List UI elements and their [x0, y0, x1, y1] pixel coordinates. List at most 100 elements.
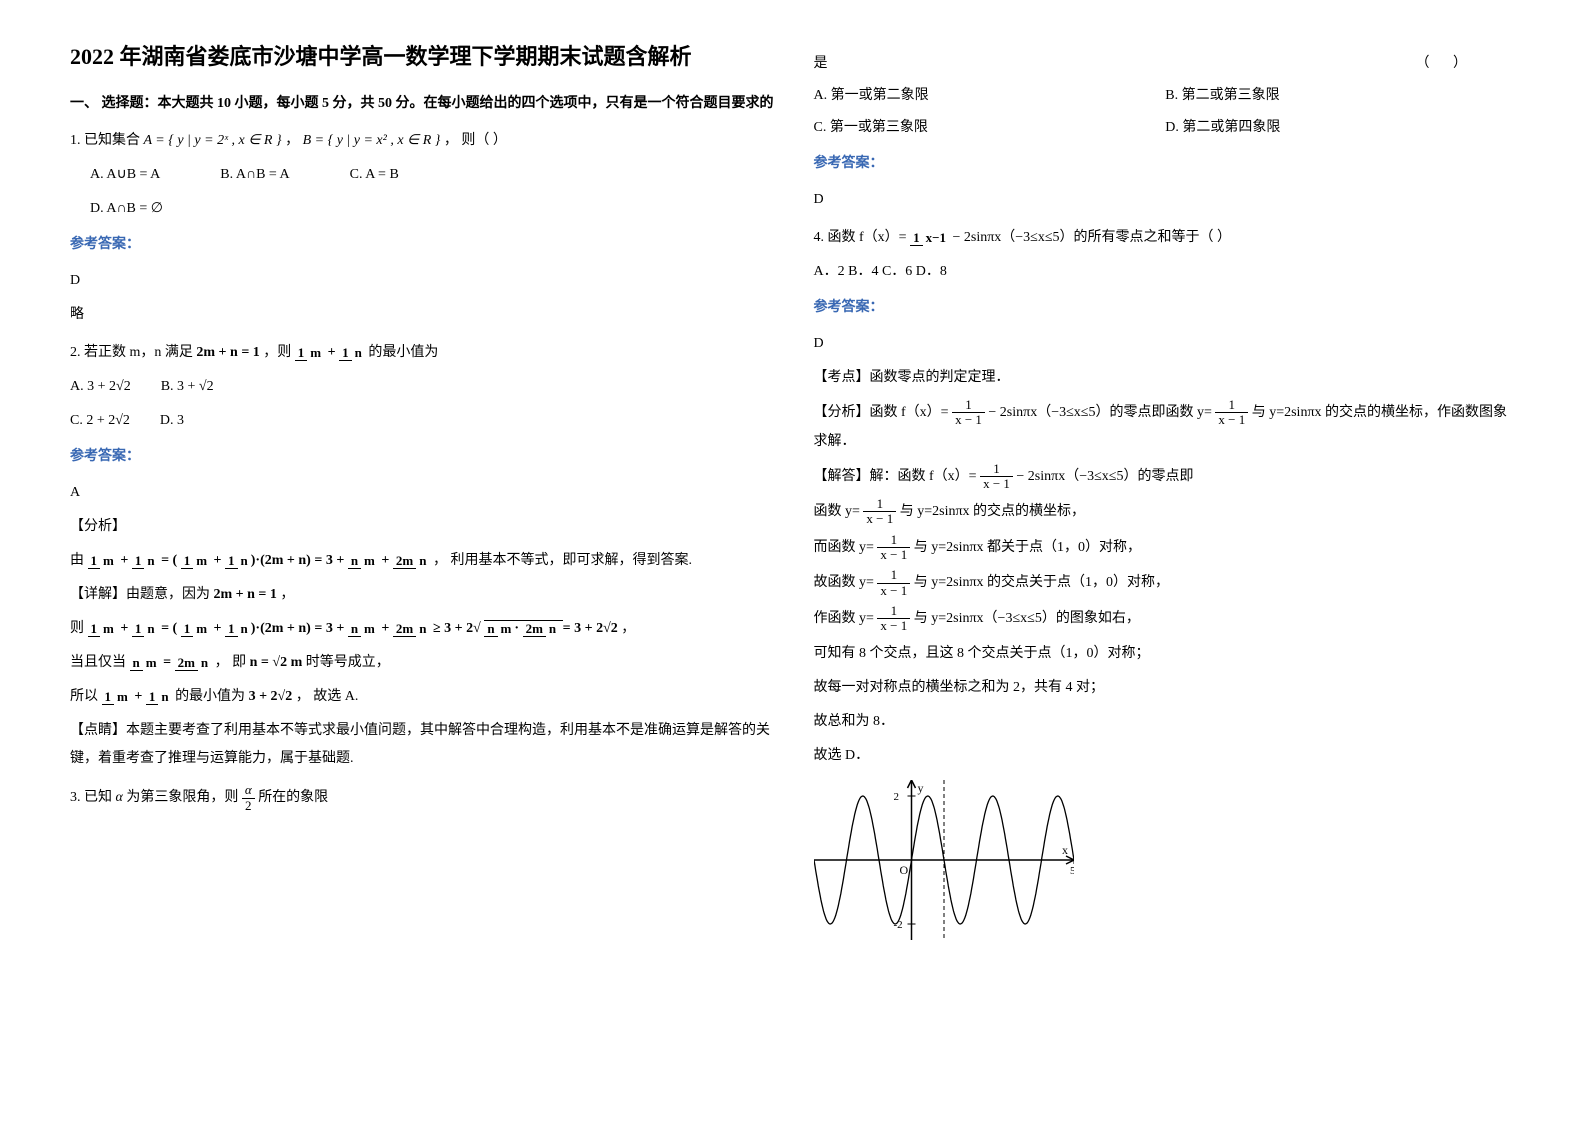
q3-alpha: α — [116, 790, 123, 805]
q4-l1a: 函数 y= — [814, 504, 860, 519]
frac-icon: 2mn — [393, 622, 430, 636]
q4-l4: 作函数 y= 1x − 1 与 y=2sinπx（−3≤x≤5）的图象如右， — [814, 604, 1518, 634]
q1-comma: ， — [285, 133, 303, 148]
q1-optA: A. A∪B = A — [90, 161, 160, 189]
frac-icon: 1n — [132, 622, 158, 636]
frac-icon: 1n — [132, 554, 158, 568]
q2-line4: 所以 1m + 1n 的最小值为 3 + 2√2 ， 故选 A. — [70, 683, 774, 711]
frac-icon: 1m — [181, 554, 210, 568]
q3-mid: 为第三象限角，则 — [126, 790, 238, 805]
frac-icon: 1n — [225, 554, 251, 568]
q1-optC: C. A = B — [350, 161, 399, 189]
q3-suffix: 所在的象限 — [258, 790, 328, 805]
frac-icon: 1x − 1 — [980, 462, 1013, 492]
q4-prefix: 4. 函数 f（x）= — [814, 230, 907, 245]
q4-l3b: 与 y=2sinπx 的交点关于点（1，0）对称， — [914, 575, 1169, 590]
q2-cond: 2m + n = 1 — [196, 345, 259, 360]
q2-l3-prefix: 当且仅当 — [70, 655, 126, 670]
q4-answer-label: 参考答案： — [814, 294, 1518, 322]
q1-optD: D. A∩B = ∅ — [90, 195, 163, 223]
frac-icon: 2mn — [175, 656, 212, 670]
frac-icon: 2mn — [523, 622, 560, 636]
q2-optB: B. 3 + √2 — [161, 373, 214, 401]
q3-optB: B. 第二或第三象限 — [1165, 82, 1517, 110]
question-1: 1. 已知集合 A = { y | y = 2ˣ , x ∈ R } ， B =… — [70, 127, 774, 329]
q2-l1-suffix: ， 利用基本不等式，即可求解，得到答案. — [433, 553, 692, 568]
q2-detail-comma: ， — [280, 587, 294, 602]
q2-stem-prefix: 2. 若正数 m，n 满足 — [70, 345, 193, 360]
q3-answer-label: 参考答案： — [814, 150, 1518, 178]
q2-l4-mid: 的最小值为 — [175, 689, 245, 704]
frac-icon: nm — [348, 554, 378, 568]
q4-an-prefix: 【分析】函数 f（x）= — [814, 405, 949, 420]
svg-text:O: O — [899, 863, 908, 877]
q2-line3: 当且仅当 nm = 2mn ， 即 n = √2 m 时等号成立， — [70, 649, 774, 677]
frac-icon: 1x − 1 — [877, 604, 910, 634]
q4-l4a: 作函数 y= — [814, 611, 874, 626]
q1-extra: 略 — [70, 301, 774, 329]
q4-l1: 函数 y= 1x − 1 与 y=2sinπx 的交点的横坐标， — [814, 497, 1518, 527]
frac-icon: 1x − 1 — [877, 568, 910, 598]
q1-setA: A = { y | y = 2ˣ , x ∈ R } — [144, 133, 282, 148]
q2-options-row2: C. 2 + 2√2 D. 3 — [70, 407, 774, 435]
q1-options-row1: A. A∪B = A B. A∩B = A C. A = B — [70, 161, 774, 189]
svg-text:x: x — [1062, 843, 1068, 857]
q3-optA: A. 第一或第二象限 — [814, 82, 1166, 110]
doc-title: 2022 年湖南省娄底市沙塘中学高一数学理下学期期末试题含解析 — [70, 40, 774, 73]
q2-stem-suffix: 的最小值为 — [368, 345, 438, 360]
q1-stem: 1. 已知集合 A = { y | y = 2ˣ , x ∈ R } ， B =… — [70, 127, 774, 155]
left-column: 2022 年湖南省娄底市沙塘中学高一数学理下学期期末试题含解析 一、 选择题：本… — [50, 40, 794, 1082]
frac-icon: 1n — [146, 690, 172, 704]
q4-an: 【分析】函数 f（x）= 1x − 1 − 2sinπx（−3≤x≤5）的零点即… — [814, 398, 1518, 456]
graph-svg: xy2-25O — [814, 780, 1074, 940]
q4-l2: 而函数 y= 1x − 1 与 y=2sinπx 都关于点（1，0）对称， — [814, 533, 1518, 563]
frac-icon: 1x − 1 — [952, 398, 985, 428]
q2-frac-1n: 1n — [339, 346, 365, 360]
frac-icon: nm — [130, 656, 160, 670]
q2-answer-label: 参考答案： — [70, 443, 774, 471]
q3-continued: 是 — [814, 50, 1146, 78]
q3-optC: C. 第一或第三象限 — [814, 114, 1166, 142]
q2-l3-mid: ， 即 — [215, 655, 247, 670]
q2-l1-prefix: 由 — [70, 553, 84, 568]
frac-icon: 1m — [181, 622, 210, 636]
q1-setB: B = { y | y = x² , x ∈ R } — [303, 133, 441, 148]
q4-l3: 故函数 y= 1x − 1 与 y=2sinπx 的交点关于点（1，0）对称， — [814, 568, 1518, 598]
q4-l2b: 与 y=2sinπx 都关于点（1，0）对称， — [914, 540, 1141, 555]
q4-l4b: 与 y=2sinπx（−3≤x≤5）的图象如右， — [914, 611, 1140, 626]
q2-line1: 由 1m + 1n = ( 1m + 1n)·(2m + n) = 3 + nm… — [70, 547, 774, 575]
question-3-stem: 3. 已知 α 为第三象限角，则 α2 所在的象限 — [70, 783, 774, 813]
q4-kd: 【考点】函数零点的判定定理． — [814, 364, 1518, 392]
q4-l2a: 而函数 y= — [814, 540, 874, 555]
q1-answer-label: 参考答案： — [70, 231, 774, 259]
q2-options-row1: A. 3 + 2√2 B. 3 + √2 — [70, 373, 774, 401]
q2-l3-cond2: n = √2 m — [250, 655, 303, 670]
q2-l2-prefix: 则 — [70, 621, 84, 636]
q2-stem: 2. 若正数 m，n 满足 2m + n = 1 ，则 1m + 1n 的最小值… — [70, 339, 774, 367]
q2-optD: D. 3 — [160, 407, 184, 435]
q2-l3-suffix: 时等号成立， — [306, 655, 390, 670]
frac-icon: 1x − 1 — [1215, 398, 1248, 428]
q4-frac: 1x−1 — [910, 231, 949, 245]
q2-detail-cond: 2m + n = 1 — [214, 587, 277, 602]
q4-l8: 故选 D． — [814, 742, 1518, 770]
q4-l5: 可知有 8 个交点，且这 8 个交点关于点（1，0）对称； — [814, 640, 1518, 668]
frac-icon: nm — [484, 622, 514, 636]
svg-text:2: 2 — [893, 791, 899, 803]
q1-stem-prefix: 1. 已知集合 — [70, 133, 140, 148]
page: 2022 年湖南省娄底市沙塘中学高一数学理下学期期末试题含解析 一、 选择题：本… — [0, 0, 1587, 1122]
q2-line2: 则 1m + 1n = ( 1m + 1n)·(2m + n) = 3 + nm… — [70, 615, 774, 643]
q4-graph: xy2-25O — [814, 780, 1518, 940]
q3-line-top: 是 （ ） — [814, 50, 1518, 78]
q2-l4-val: 3 + 2√2 — [249, 689, 293, 704]
q3-opts-1: A. 第一或第二象限 B. 第二或第三象限 — [814, 82, 1518, 110]
q2-detail: 【详解】由题意，因为 2m + n = 1 ， — [70, 581, 774, 609]
q2-answer: A — [70, 479, 774, 507]
q4-options: A．2 B．4 C．6 D．8 — [814, 258, 1518, 286]
q4-mid: − 2sinπx（−3≤x≤5）的所有零点之和等于（ ） — [952, 230, 1231, 245]
question-2: 2. 若正数 m，n 满足 2m + n = 1 ，则 1m + 1n 的最小值… — [70, 339, 774, 773]
frac-icon: 1x − 1 — [877, 533, 910, 563]
q2-optA: A. 3 + 2√2 — [70, 373, 131, 401]
q2-optC: C. 2 + 2√2 — [70, 407, 130, 435]
svg-text:y: y — [917, 781, 923, 795]
